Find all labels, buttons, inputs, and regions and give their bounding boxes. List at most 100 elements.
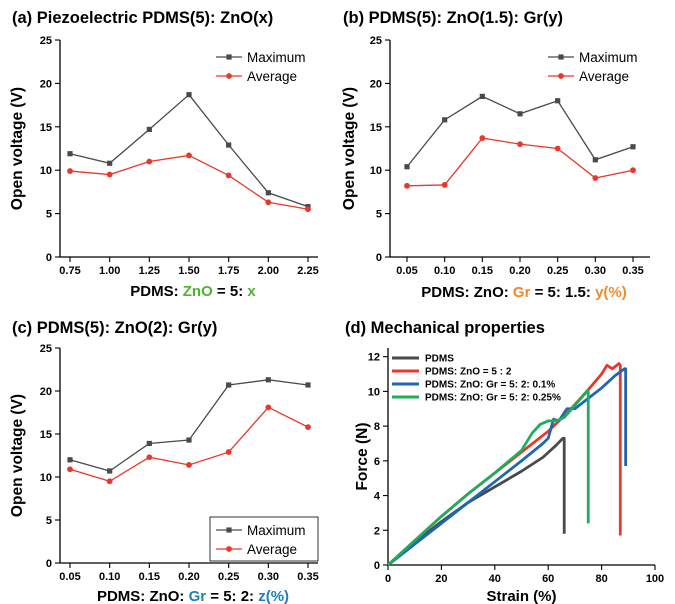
x-axis-label: PDMS: ZnO: Gr = 5: 2: z(%) [97, 588, 289, 604]
y-tick-label: 15 [40, 429, 52, 441]
x-tick-label: 0.15 [472, 265, 493, 277]
y-tick-label: 4 [374, 491, 381, 503]
panel-title: (b) PDMS(5): ZnO(1.5): Gr(y) [343, 9, 563, 27]
legend-label: Maximum [247, 50, 306, 65]
y-tick-label: 25 [370, 35, 382, 47]
x-tick-label: 1.25 [139, 265, 160, 277]
x-axis-label-part: Gr [189, 588, 207, 604]
x-tick-label: 0.05 [59, 571, 80, 583]
data-point [305, 206, 311, 213]
legend-marker [558, 54, 564, 60]
x-tick-label: 0.35 [622, 265, 643, 277]
y-tick-label: 25 [40, 35, 52, 47]
data-point [225, 449, 232, 455]
x-axis-label-part: y(%) [595, 284, 627, 301]
y-tick-label: 10 [40, 165, 52, 177]
data-point [107, 468, 113, 474]
data-point [146, 158, 153, 165]
data-point [305, 424, 311, 431]
x-tick-label: 1.75 [218, 265, 239, 277]
x-axis-label-part: Gr [513, 284, 531, 301]
legend-marker [558, 73, 564, 79]
y-tick-label: 20 [40, 78, 52, 90]
x-tick-label: 0.25 [218, 571, 239, 583]
data-point [146, 440, 152, 447]
panel-title: (d) Mechanical properties [345, 319, 545, 337]
data-point [404, 164, 410, 170]
x-axis-label-part: z(%) [258, 588, 289, 604]
x-axis-label-part: PDMS: ZnO: [421, 284, 513, 301]
legend: Maximum Average [216, 50, 306, 84]
x-axis-label-part: = 5: 1.5: [530, 284, 595, 301]
data-point [106, 171, 113, 178]
series-average [67, 152, 311, 213]
x-tick-label: 2.00 [258, 265, 279, 277]
y-tick-label: 15 [370, 122, 382, 134]
y-tick-label: 0 [374, 560, 380, 572]
legend-marker [226, 527, 232, 533]
x-axis-label: Strain (%) [486, 588, 556, 604]
y-tick-label: 0 [46, 558, 52, 570]
panel-title: (c) PDMS(5): ZnO(2): Gr(y) [12, 319, 217, 337]
data-point [186, 462, 192, 468]
x-axis-label-part: PDMS: [130, 283, 183, 300]
legend-label: Average [247, 542, 297, 557]
data-point [107, 160, 113, 166]
y-axis-label: Open voltage (V) [9, 394, 26, 517]
x-tick-label: 20 [435, 573, 447, 585]
x-tick-label: 0.10 [434, 265, 455, 277]
series-line [387, 389, 590, 567]
y-tick-label: 25 [40, 343, 52, 355]
y-tick-label: 6 [374, 456, 380, 468]
legend-label: Maximum [247, 523, 306, 538]
x-tick-label: 0.20 [178, 571, 199, 583]
y-tick-label: 0 [46, 252, 52, 264]
legend-label: PDMS [425, 354, 454, 365]
series-line [406, 95, 634, 168]
x-tick-label: 0.30 [585, 265, 606, 277]
x-tick-label: 0.20 [509, 265, 530, 277]
series-line [69, 379, 309, 472]
x-axis-label-part: PDMS: ZnO: [97, 588, 189, 604]
legend-marker [226, 54, 232, 60]
data-point [67, 168, 73, 174]
data-point [67, 457, 73, 463]
y-axis-label: Force (N) [354, 422, 371, 490]
y-tick-label: 10 [40, 472, 52, 484]
series-maximum [67, 377, 311, 474]
legend-box [209, 516, 319, 562]
data-point [106, 478, 113, 485]
data-point [555, 98, 561, 104]
data-point [404, 182, 410, 189]
data-point [146, 454, 153, 461]
data-point [517, 111, 523, 117]
data-point [517, 141, 523, 148]
data-point [226, 142, 232, 148]
data-point [630, 167, 636, 174]
y-tick-label: 0 [376, 252, 382, 264]
x-tick-label: 0.05 [396, 265, 417, 277]
x-tick-label: 1.00 [99, 265, 120, 277]
legend-marker [226, 546, 232, 552]
panel-d: (d) Mechanical properties Force (N) 0 2 4 6 8 1… [345, 319, 664, 604]
data-point [630, 144, 636, 150]
data-point [441, 182, 448, 188]
y-tick-label: 12 [368, 352, 380, 364]
data-point [226, 382, 232, 388]
panel-c: (c) PDMS(5): ZnO(2): Gr(y) Open voltage (… [9, 319, 319, 604]
data-point [67, 466, 73, 473]
data-point [225, 172, 232, 179]
x-tick-label: 0.15 [139, 571, 160, 583]
data-point [186, 437, 192, 443]
legend-label: Maximum [579, 50, 638, 65]
panel-title: (a) Piezoelectric PDMS(5): ZnO(x) [12, 9, 273, 27]
panel-b: (b) PDMS(5): ZnO(1.5): Gr(y) Open voltage… [341, 9, 650, 301]
x-tick-label: 1.50 [178, 265, 199, 277]
legend-marker [226, 73, 232, 79]
data-point [592, 157, 598, 163]
legend-label: Average [247, 69, 297, 84]
x-tick-label: 100 [646, 573, 664, 585]
x-axis-label-part: = 5: [213, 283, 248, 300]
legend-label: Average [579, 69, 629, 84]
legend-label: PDMS: ZnO: Gr = 5: 2: 0.25% [425, 393, 561, 404]
